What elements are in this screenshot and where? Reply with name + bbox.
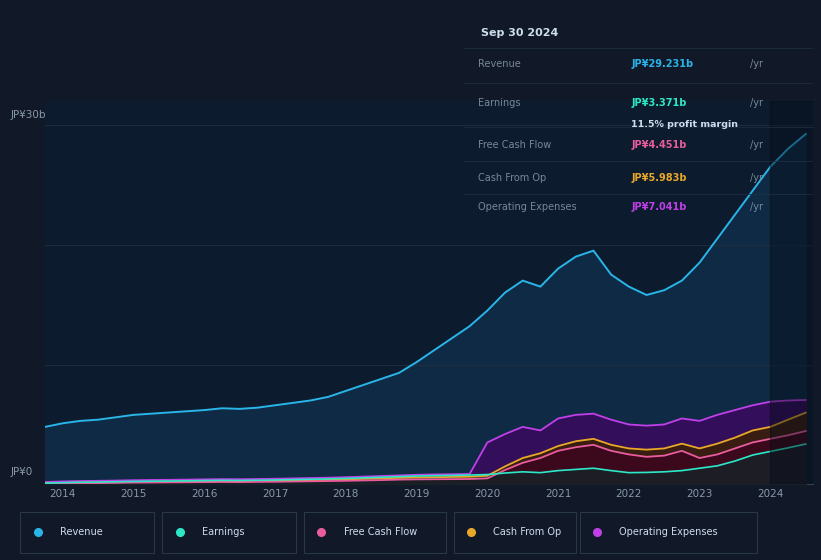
Text: Cash From Op: Cash From Op [478, 173, 546, 183]
Text: JP¥30b: JP¥30b [11, 110, 46, 120]
Text: Free Cash Flow: Free Cash Flow [343, 527, 417, 537]
Text: JP¥29.231b: JP¥29.231b [631, 59, 694, 69]
Text: 11.5% profit margin: 11.5% profit margin [631, 120, 738, 129]
Text: Revenue: Revenue [60, 527, 103, 537]
Text: Cash From Op: Cash From Op [493, 527, 562, 537]
Text: JP¥3.371b: JP¥3.371b [631, 98, 686, 108]
Text: Revenue: Revenue [478, 59, 521, 69]
Text: JP¥4.451b: JP¥4.451b [631, 140, 686, 150]
Text: Earnings: Earnings [202, 527, 244, 537]
Text: /yr: /yr [750, 202, 763, 212]
Bar [770, 101, 821, 484]
Text: /yr: /yr [750, 173, 763, 183]
Text: JP¥7.041b: JP¥7.041b [631, 202, 686, 212]
Text: Operating Expenses: Operating Expenses [478, 202, 576, 212]
Text: /yr: /yr [750, 98, 763, 108]
Text: /yr: /yr [750, 140, 763, 150]
Text: Operating Expenses: Operating Expenses [619, 527, 718, 537]
Text: Earnings: Earnings [478, 98, 521, 108]
Text: JP¥5.983b: JP¥5.983b [631, 173, 687, 183]
Text: JP¥0: JP¥0 [11, 466, 33, 477]
Text: Free Cash Flow: Free Cash Flow [478, 140, 551, 150]
Text: Sep 30 2024: Sep 30 2024 [481, 28, 558, 38]
Text: /yr: /yr [750, 59, 763, 69]
